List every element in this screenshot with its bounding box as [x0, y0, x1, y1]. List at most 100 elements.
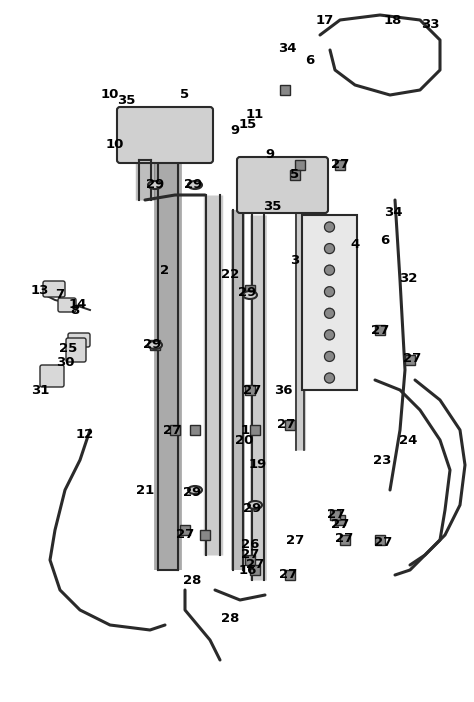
Text: 4: 4	[350, 239, 360, 251]
Text: 24: 24	[399, 434, 417, 446]
Bar	[405, 355, 415, 365]
Circle shape	[325, 373, 335, 383]
Text: 27: 27	[335, 531, 353, 545]
Text: 27: 27	[286, 534, 304, 546]
FancyBboxPatch shape	[68, 333, 90, 347]
Text: 27: 27	[279, 569, 297, 581]
Text: 10: 10	[106, 138, 124, 152]
Text: 8: 8	[70, 303, 80, 317]
Circle shape	[325, 222, 335, 232]
Text: 22: 22	[221, 268, 239, 282]
Text: 21: 21	[136, 484, 154, 496]
Bar	[250, 565, 260, 575]
Text: 18: 18	[384, 13, 402, 27]
Bar	[340, 535, 350, 545]
Text: 27: 27	[331, 159, 349, 171]
Bar	[250, 425, 260, 435]
Bar	[245, 555, 255, 565]
FancyBboxPatch shape	[43, 281, 65, 297]
Ellipse shape	[248, 501, 262, 509]
Ellipse shape	[148, 181, 162, 189]
Text: 27: 27	[277, 418, 295, 432]
FancyBboxPatch shape	[117, 107, 213, 163]
Text: 27: 27	[327, 508, 345, 522]
Text: 27: 27	[176, 529, 194, 541]
Bar	[245, 285, 255, 295]
Text: 27: 27	[331, 519, 349, 531]
Text: 28: 28	[221, 611, 239, 625]
Text: 26: 26	[241, 538, 259, 552]
Bar	[285, 420, 295, 430]
Bar	[302, 215, 357, 390]
Text: 27: 27	[163, 423, 181, 437]
Circle shape	[325, 244, 335, 253]
Text: 28: 28	[183, 574, 201, 586]
Circle shape	[325, 330, 335, 340]
Text: 29: 29	[143, 338, 161, 352]
Bar	[335, 160, 345, 170]
Text: 3: 3	[291, 253, 300, 267]
Text: 29: 29	[183, 486, 201, 498]
Text: 15: 15	[239, 119, 257, 131]
Bar	[290, 170, 300, 180]
Bar	[285, 570, 295, 580]
FancyBboxPatch shape	[40, 365, 64, 387]
Text: 34: 34	[278, 41, 296, 55]
Text: 10: 10	[101, 88, 119, 102]
Text: 13: 13	[31, 284, 49, 296]
Text: 5: 5	[181, 88, 190, 102]
FancyBboxPatch shape	[58, 298, 76, 312]
Text: 25: 25	[59, 341, 77, 355]
Text: 12: 12	[76, 428, 94, 442]
Bar	[295, 160, 305, 170]
Circle shape	[325, 352, 335, 362]
Text: 27: 27	[371, 324, 389, 336]
Ellipse shape	[188, 181, 202, 189]
Bar	[245, 385, 255, 395]
Text: 9: 9	[265, 149, 274, 161]
Text: 36: 36	[274, 383, 292, 397]
FancyBboxPatch shape	[66, 338, 86, 362]
Text: 14: 14	[69, 298, 87, 312]
Text: 27: 27	[374, 536, 392, 550]
Bar	[150, 340, 160, 350]
Bar	[375, 535, 385, 545]
Circle shape	[325, 265, 335, 275]
Text: 29: 29	[146, 178, 164, 192]
Text: 32: 32	[399, 272, 417, 284]
Ellipse shape	[148, 341, 162, 349]
Text: 29: 29	[243, 501, 261, 515]
Text: 6: 6	[305, 53, 315, 67]
Bar	[170, 425, 180, 435]
Text: 34: 34	[384, 206, 402, 220]
Bar	[375, 325, 385, 335]
Ellipse shape	[243, 291, 257, 299]
Text: 9: 9	[230, 124, 239, 136]
Text: 29: 29	[184, 178, 202, 192]
Text: 27: 27	[403, 352, 421, 364]
Text: 27: 27	[246, 559, 264, 571]
Text: 17: 17	[316, 13, 334, 27]
Text: 27: 27	[243, 383, 261, 397]
Circle shape	[325, 286, 335, 297]
Text: 2: 2	[160, 263, 170, 277]
Text: 5: 5	[291, 168, 300, 182]
Bar	[190, 425, 200, 435]
Text: 1: 1	[240, 423, 250, 437]
Circle shape	[325, 308, 335, 318]
Bar	[180, 525, 190, 535]
Bar	[280, 85, 290, 95]
Text: 20: 20	[235, 434, 253, 446]
Text: 33: 33	[421, 18, 439, 32]
Text: 23: 23	[373, 453, 391, 467]
Text: 11: 11	[246, 109, 264, 121]
Bar	[200, 530, 210, 540]
Text: 35: 35	[263, 199, 281, 213]
Text: 29: 29	[238, 286, 256, 300]
Bar	[335, 515, 345, 525]
Text: 30: 30	[56, 357, 74, 369]
Text: 19: 19	[249, 458, 267, 472]
Text: 16: 16	[239, 564, 257, 576]
Text: 6: 6	[380, 234, 390, 246]
FancyBboxPatch shape	[237, 157, 328, 213]
